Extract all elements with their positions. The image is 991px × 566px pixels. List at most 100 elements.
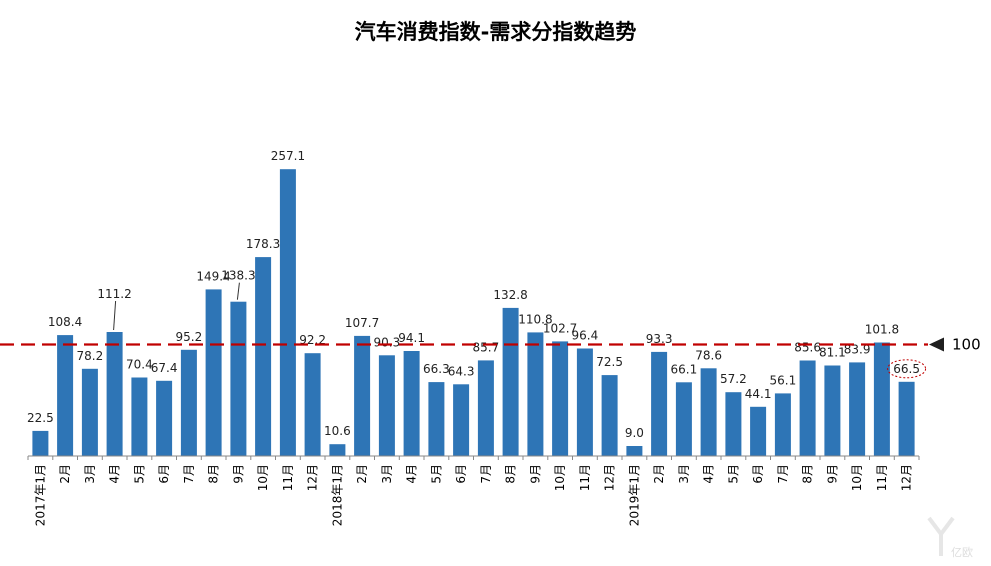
data-label: 10.6	[324, 424, 351, 438]
bar	[57, 335, 74, 456]
data-label: 66.3	[423, 362, 450, 376]
tick-label: 3月	[83, 464, 97, 484]
bars-layer	[32, 169, 915, 456]
bar	[81, 368, 98, 456]
bar	[453, 384, 470, 456]
data-label: 90.3	[374, 335, 401, 349]
yiou-logo-icon: 亿欧	[927, 516, 973, 559]
tick-label: 11月	[875, 464, 889, 491]
tick-label: 8月	[207, 464, 221, 484]
data-label: 138.3	[221, 269, 255, 283]
data-label: 111.2	[97, 287, 131, 301]
tick-label: 12月	[900, 464, 914, 491]
tick-label: 7月	[182, 464, 196, 484]
data-label: 57.2	[720, 372, 747, 386]
data-label: 66.5	[893, 362, 920, 376]
value-labels-layer: 22.5 108.4 78.2 111.2 70.467.4 95.2 149.4138.3…	[27, 149, 927, 440]
tick-label: 9月	[825, 464, 839, 484]
data-label: 56.1	[770, 373, 797, 387]
tick-label: 2月	[355, 464, 369, 484]
tick-label: 6月	[454, 464, 468, 484]
bar	[799, 360, 816, 456]
bar	[156, 380, 173, 456]
x-axis: 2017年1月 2月 3月 4月 5月 6月 7月 8月 9月 10月 11月 12月 2018年1月 2…	[27, 455, 920, 526]
data-label: 70.4	[126, 358, 153, 372]
tick-label: 9月	[528, 464, 542, 484]
bar	[255, 257, 272, 456]
bar	[898, 381, 915, 456]
bar	[725, 392, 742, 456]
tick-label: 3月	[380, 464, 394, 484]
bar	[626, 446, 643, 456]
tick-label: 7月	[479, 464, 493, 484]
watermark-text: 亿欧	[951, 546, 973, 559]
data-label: 78.2	[77, 349, 104, 363]
tick-label: 2017年1月	[33, 464, 47, 526]
bar	[32, 430, 49, 456]
data-label: 44.1	[745, 387, 772, 401]
bar	[279, 169, 296, 456]
bar	[180, 349, 197, 456]
data-label: 64.3	[448, 364, 475, 378]
data-label: 22.5	[27, 411, 54, 425]
tick-label: 11月	[281, 464, 295, 491]
tick-label: 11月	[578, 464, 592, 491]
data-label: 110.8	[518, 312, 552, 326]
bar	[131, 377, 148, 456]
tick-label: 8月	[504, 464, 518, 484]
data-label: 81.1	[819, 346, 846, 360]
data-label: 67.4	[151, 361, 178, 375]
data-label: 107.7	[345, 316, 379, 330]
bar	[576, 348, 593, 456]
tick-label: 5月	[132, 464, 146, 484]
data-label: 83.9	[844, 342, 871, 356]
tick-label: 10月	[850, 464, 864, 491]
tick-label: 6月	[751, 464, 765, 484]
data-label: 257.1	[271, 149, 305, 163]
tick-label: 2019年1月	[627, 464, 641, 526]
data-label: 72.5	[596, 355, 623, 369]
bar	[477, 360, 494, 456]
tick-label: 4月	[405, 464, 419, 484]
data-label: 85.7	[473, 340, 500, 354]
tick-label: 4月	[108, 464, 122, 484]
bar	[527, 332, 544, 456]
tick-label: 3月	[677, 464, 691, 484]
tick-label: 5月	[726, 464, 740, 484]
bar	[428, 382, 445, 456]
bar	[502, 307, 519, 456]
highlight-ellipse	[887, 359, 927, 379]
bar	[824, 365, 841, 456]
bar	[700, 368, 717, 456]
label-leader-line	[113, 300, 117, 331]
data-label: 66.1	[671, 362, 698, 376]
tick-label: 7月	[776, 464, 790, 484]
tick-label: 9月	[231, 464, 245, 484]
tick-label: 12月	[603, 464, 617, 491]
data-label: 78.6	[695, 348, 722, 362]
data-label: 85.6	[794, 341, 821, 355]
reference-line-label: 100	[952, 336, 981, 354]
tick-label: 10月	[553, 464, 567, 491]
chart-title: 汽车消费指数-需求分指数趋势	[354, 20, 637, 44]
tick-label: 2月	[652, 464, 666, 484]
data-label: 93.3	[646, 332, 673, 346]
bar	[675, 382, 692, 456]
bar	[230, 301, 247, 456]
bar	[378, 355, 395, 456]
bar	[205, 289, 222, 456]
data-label: 94.1	[398, 331, 425, 345]
data-label: 149.4	[196, 269, 230, 283]
bar	[106, 332, 123, 456]
data-label: 108.4	[48, 315, 82, 329]
label-leader-line	[236, 282, 240, 300]
bar	[304, 353, 321, 456]
data-label: 9.0	[625, 426, 644, 440]
bar	[651, 351, 668, 456]
bar	[873, 342, 890, 456]
tick-label: 6月	[157, 464, 171, 484]
data-label: 132.8	[493, 288, 527, 302]
data-label: 96.4	[572, 329, 599, 343]
reference-line-layer: 100	[0, 336, 981, 354]
